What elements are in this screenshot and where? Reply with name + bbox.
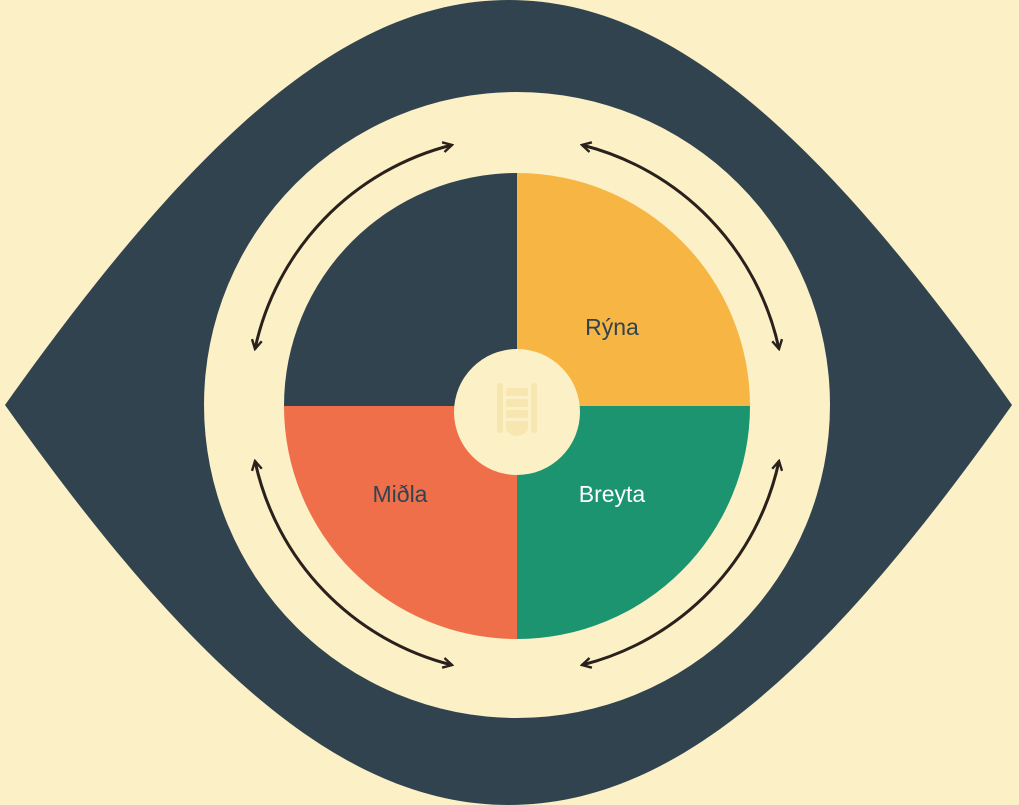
diagram: Rýna Breyta Miðla — [0, 0, 1019, 805]
quadrant-label: Rýna — [585, 314, 639, 340]
quadrant-label: Breyta — [579, 481, 646, 507]
quadrant-label: Miðla — [373, 481, 428, 507]
page: Rýna Breyta Miðla (() => { const data = … — [0, 0, 1019, 805]
